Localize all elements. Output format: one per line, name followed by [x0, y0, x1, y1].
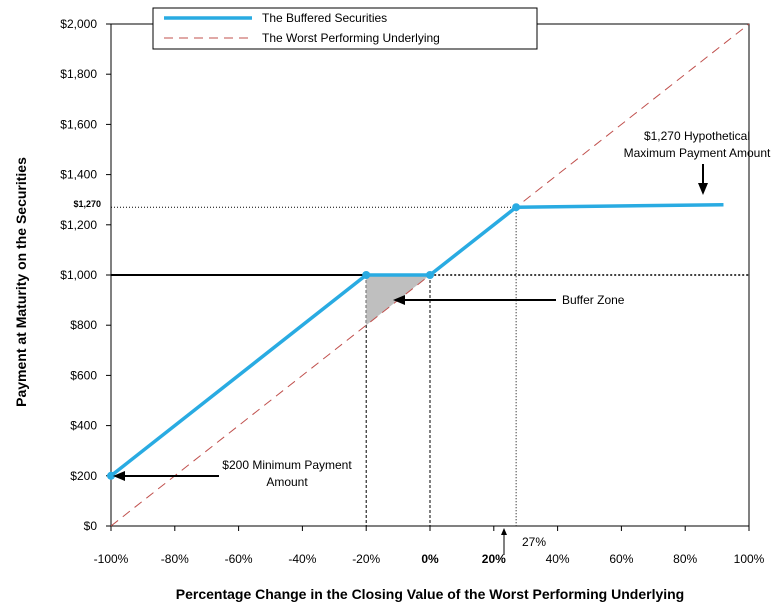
x-tick-label: -60% — [225, 552, 253, 566]
data-markers — [107, 203, 521, 480]
min-payment-annotation-line1: $200 Minimum Payment — [222, 458, 352, 472]
legend-label-securities: The Buffered Securities — [262, 11, 387, 25]
buffer-zone-arrowhead — [393, 295, 405, 305]
cap-value-label: $1,270 — [73, 199, 101, 209]
y-axis-ticks: $0 $200 $400 $600 $800 $1,000 $1,200 $1,400 $1,6… — [60, 17, 111, 533]
x-tick-label: 80% — [673, 552, 697, 566]
x-tick-label: -20% — [352, 552, 380, 566]
x-tick-label: 40% — [546, 552, 570, 566]
x-tick-label: -80% — [161, 552, 189, 566]
max-payment-annotation-line2: Maximum Payment Amount — [624, 146, 771, 160]
y-tick-label: $1,800 — [60, 67, 97, 81]
reference-lines — [111, 206, 749, 526]
series-line-buffered-securities — [109, 202, 724, 478]
x-axis-title: Percentage Change in the Closing Value o… — [176, 586, 684, 602]
y-tick-label: $0 — [84, 519, 98, 533]
y-tick-label: $1,600 — [60, 117, 97, 131]
y-axis-title: Payment at Maturity on the Securities — [13, 157, 29, 407]
data-point-marker — [107, 471, 115, 480]
max-payment-annotation-line1: $1,270 Hypothetical — [644, 129, 750, 143]
y-tick-label: $1,400 — [60, 168, 97, 182]
cap-x-label: 27% — [522, 535, 546, 549]
x-tick-label: 60% — [609, 552, 633, 566]
x-tick-label: -100% — [94, 552, 129, 566]
data-point-marker — [362, 271, 371, 279]
x-tick-label: 0% — [421, 552, 439, 566]
min-payment-arrowhead — [113, 471, 125, 481]
data-point-marker — [512, 203, 521, 212]
legend-box — [152, 7, 538, 50]
legend: The Buffered Securities The Worst Perfor… — [152, 7, 538, 50]
min-payment-annotation-line2: Amount — [266, 475, 308, 489]
x-tick-label: 100% — [734, 552, 765, 566]
y-tick-label: $400 — [70, 419, 97, 433]
x-tick-label: 20% — [482, 552, 506, 566]
y-tick-label: $200 — [70, 469, 97, 483]
y-tick-label: $800 — [70, 318, 97, 332]
x-axis-ticks: -100% -80% -60% -40% -20% 0% 20% 40% 60% 80% 100% — [94, 526, 765, 566]
max-payment-arrowhead — [698, 183, 708, 195]
cap-x-arrowhead — [501, 528, 507, 535]
y-tick-label: $600 — [70, 368, 97, 382]
x-tick-label: -40% — [288, 552, 316, 566]
buffer-zone-label: Buffer Zone — [562, 293, 625, 307]
annotation-arrows — [113, 164, 708, 555]
legend-label-underlying: The Worst Performing Underlying — [262, 31, 440, 45]
y-tick-label: $1,200 — [60, 218, 97, 232]
y-tick-label: $1,000 — [60, 268, 97, 282]
data-point-marker — [426, 271, 434, 279]
y-tick-label: $2,000 — [60, 17, 97, 31]
